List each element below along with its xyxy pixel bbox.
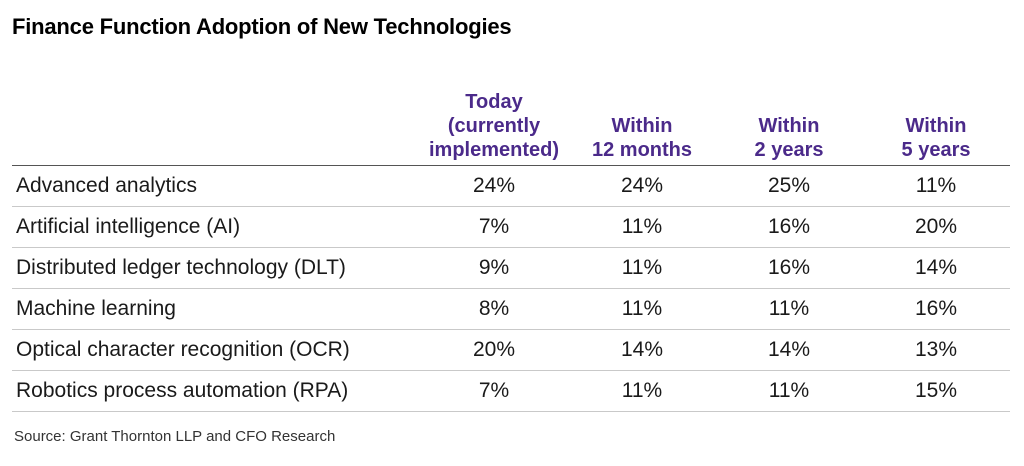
column-header-5-years: Within 5 years (862, 74, 1010, 166)
cell-value: 14% (568, 329, 716, 371)
table-row: Robotics process automation (RPA) 7% 11%… (12, 370, 1010, 412)
row-label: Robotics process automation (RPA) (12, 370, 420, 412)
row-label: Machine learning (12, 288, 420, 330)
column-header-line: 2 years (754, 139, 824, 161)
cell-value: 24% (420, 165, 568, 207)
cell-value: 16% (716, 247, 862, 289)
column-header-line: (currently (447, 115, 541, 137)
cell-value: 20% (862, 206, 1010, 248)
cell-value: 11% (568, 247, 716, 289)
cell-value: 16% (716, 206, 862, 248)
row-label: Artificial intelligence (AI) (12, 206, 420, 248)
table-row: Distributed ledger technology (DLT) 9% 1… (12, 247, 1010, 289)
cell-value: 20% (420, 329, 568, 371)
cell-value: 11% (862, 165, 1010, 207)
cell-value: 7% (420, 370, 568, 412)
table-row: Optical character recognition (OCR) 20% … (12, 329, 1010, 371)
cell-value: 11% (568, 370, 716, 412)
cell-value: 8% (420, 288, 568, 330)
column-header-line: Within (905, 115, 967, 137)
row-label: Distributed ledger technology (DLT) (12, 247, 420, 289)
table-row: Advanced analytics 24% 24% 25% 11% (12, 165, 1010, 207)
row-label: Advanced analytics (12, 165, 420, 207)
cell-value: 14% (716, 329, 862, 371)
column-header-2-years: Within 2 years (716, 74, 862, 166)
table-row: Artificial intelligence (AI) 7% 11% 16% … (12, 206, 1010, 248)
cell-value: 25% (716, 165, 862, 207)
column-header-line: implemented) (428, 139, 560, 161)
header-row: Today (currently implemented) Within 12 … (12, 74, 1010, 166)
cell-value: 7% (420, 206, 568, 248)
row-label: Optical character recognition (OCR) (12, 329, 420, 371)
header-corner (12, 74, 420, 166)
column-header-today: Today (currently implemented) (420, 74, 568, 166)
cell-value: 16% (862, 288, 1010, 330)
column-header-line: Within (758, 115, 820, 137)
cell-value: 24% (568, 165, 716, 207)
column-header-line: Today (465, 91, 523, 113)
cell-value: 11% (716, 370, 862, 412)
column-header-line: 12 months (591, 139, 693, 161)
column-header-line: 5 years (901, 139, 971, 161)
column-header-line: Within (611, 115, 673, 137)
cell-value: 11% (568, 288, 716, 330)
cell-value: 13% (862, 329, 1010, 371)
cell-value: 14% (862, 247, 1010, 289)
cell-value: 15% (862, 370, 1010, 412)
cell-value: 9% (420, 247, 568, 289)
cell-value: 11% (716, 288, 862, 330)
column-header-12-months: Within 12 months (568, 74, 716, 166)
chart-title: Finance Function Adoption of New Technol… (12, 14, 512, 39)
source-note: Source: Grant Thornton LLP and CFO Resea… (14, 428, 336, 445)
adoption-table: Today (currently implemented) Within 12 … (12, 74, 1010, 412)
table-row: Machine learning 8% 11% 11% 16% (12, 288, 1010, 330)
cell-value: 11% (568, 206, 716, 248)
